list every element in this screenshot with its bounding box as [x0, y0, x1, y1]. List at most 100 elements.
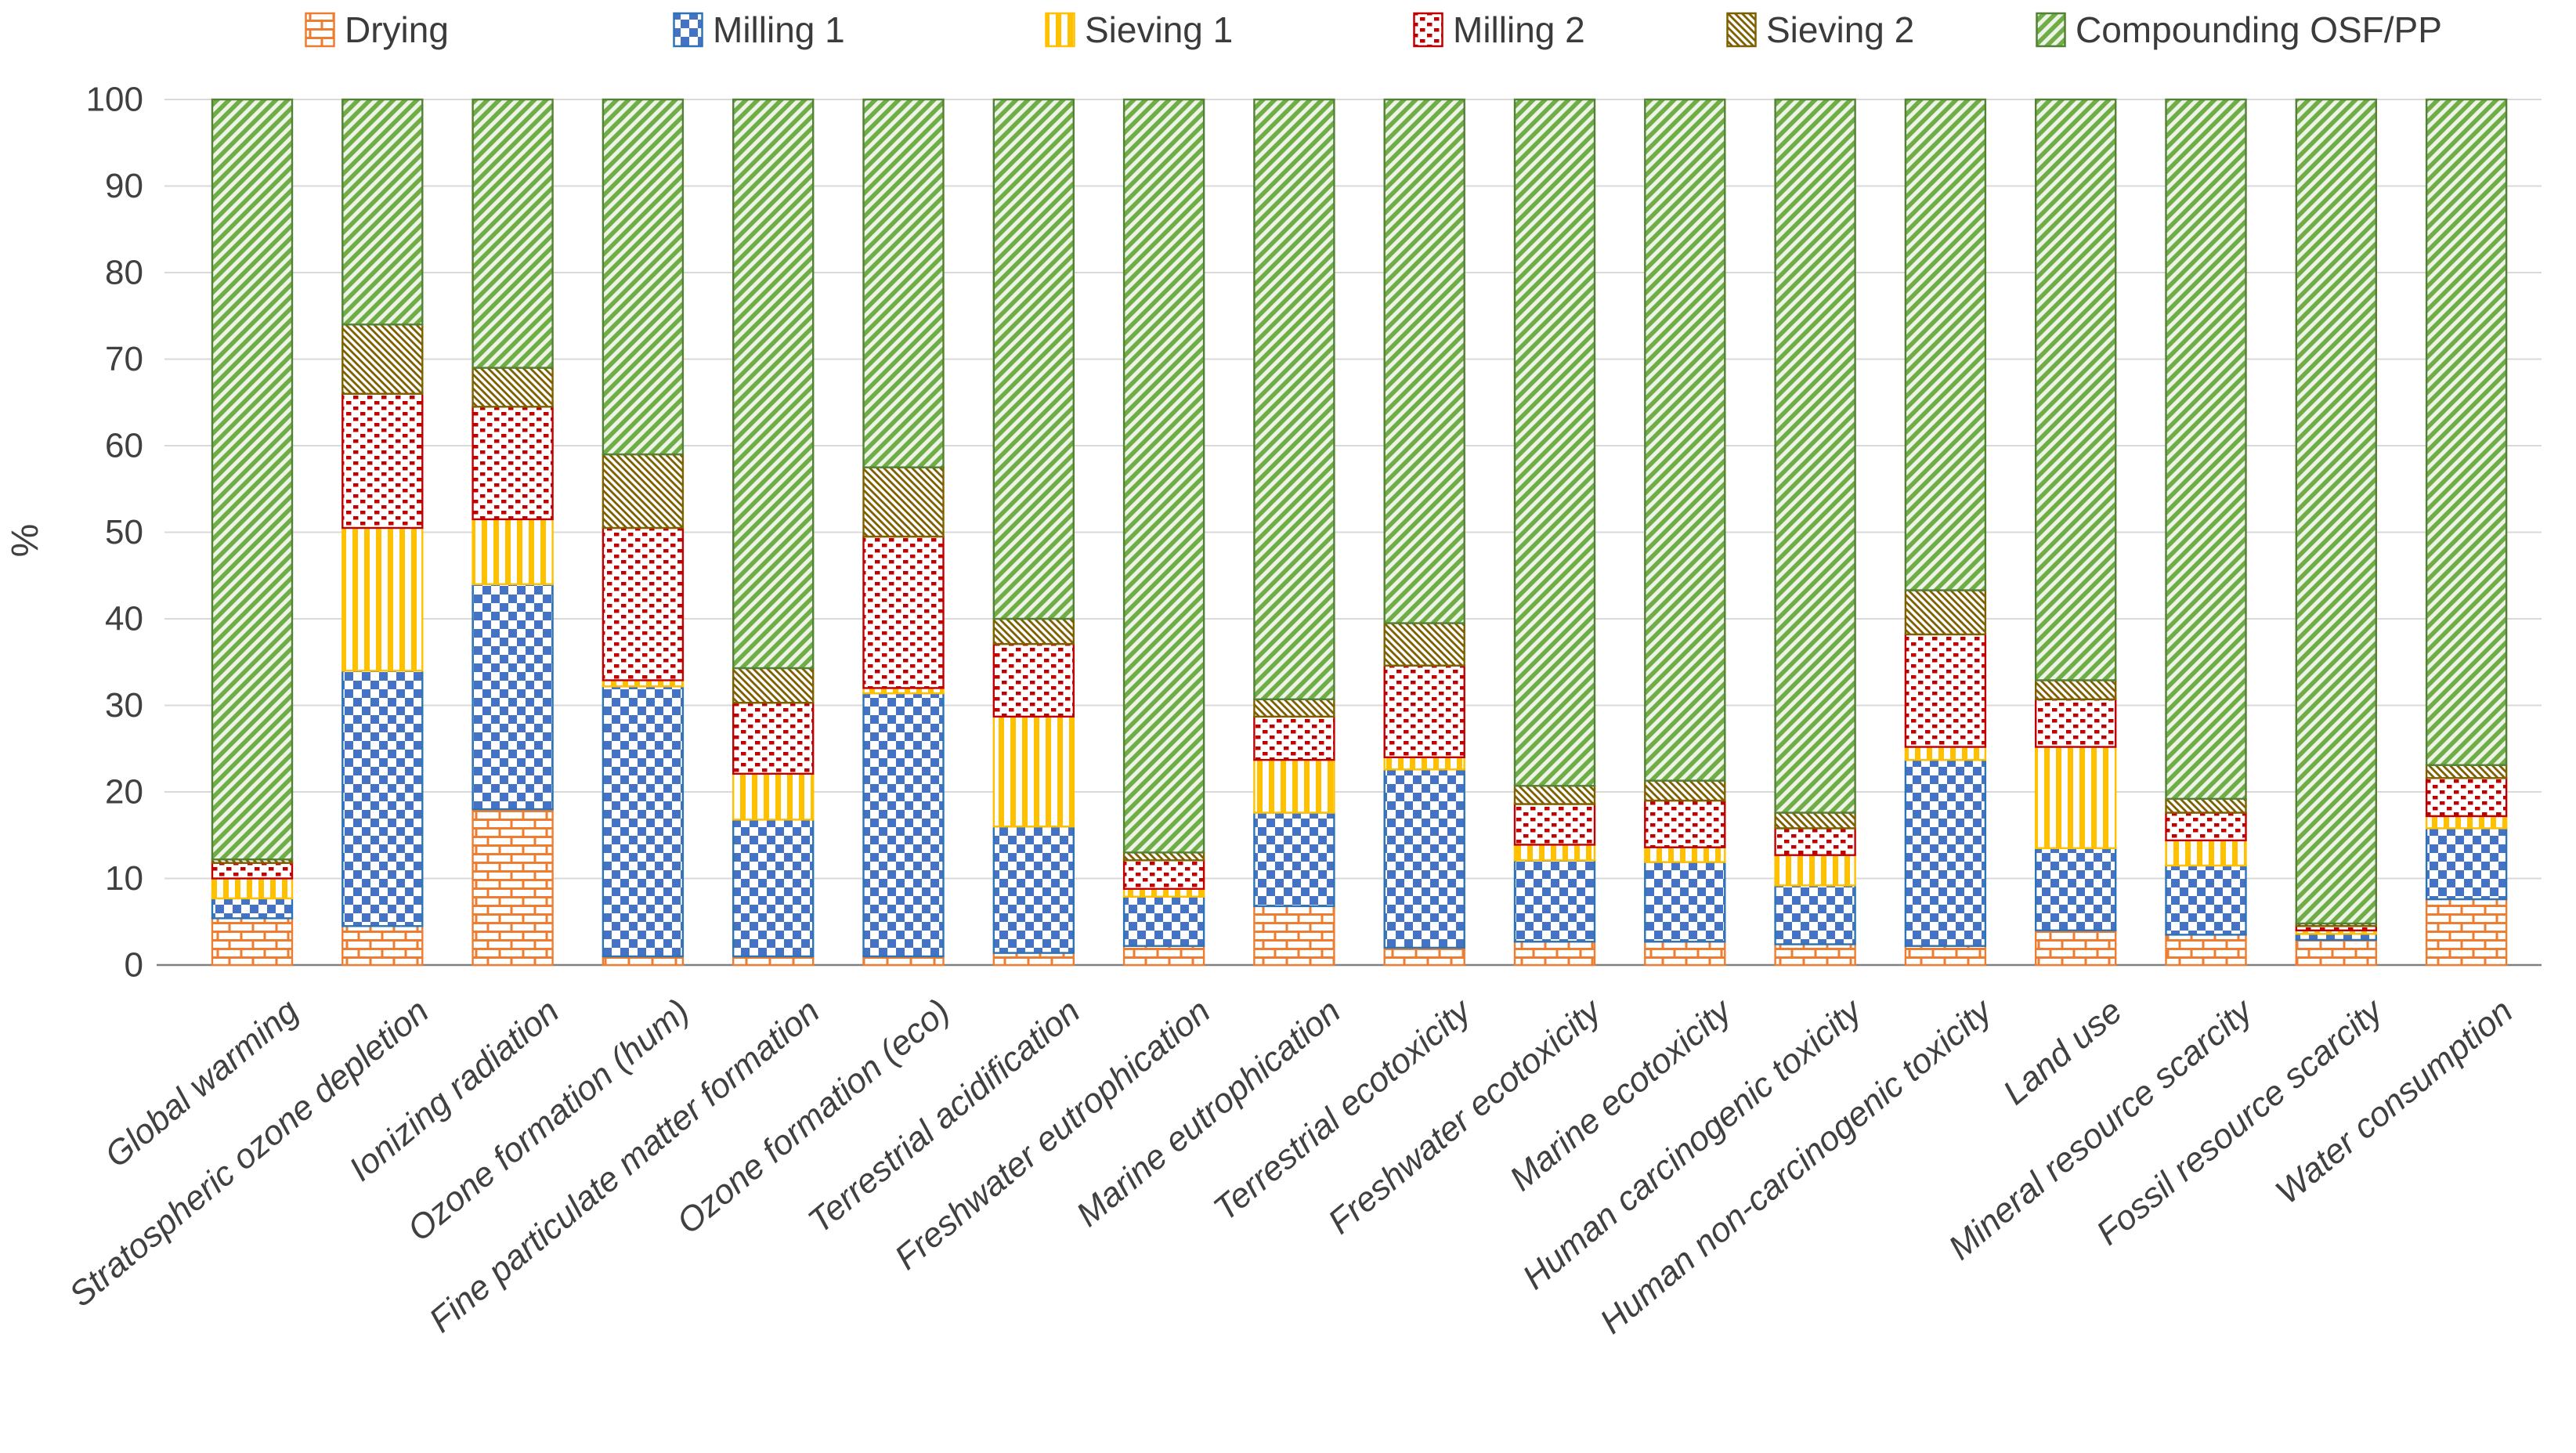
bar-stratospheric-ozone-depletion: [341, 98, 424, 967]
segment-compounding-osf-pp: [1513, 98, 1596, 787]
segment-milling-2: [992, 642, 1075, 718]
y-tick-label-10: 10: [105, 859, 143, 898]
legend-swatch-rect: [673, 12, 703, 48]
legend-item-milling-2: Milling 2: [1412, 5, 1585, 55]
segment-sieving-2: [992, 617, 1075, 645]
segment-milling-2: [1253, 715, 1335, 761]
legend-label: Sieving 1: [1085, 9, 1234, 50]
legend-swatch-rect: [1413, 12, 1443, 48]
y-tick-label-0: 0: [125, 946, 143, 985]
segment-milling-2: [732, 701, 815, 775]
segment-milling-1: [602, 685, 685, 958]
segment-drying: [1253, 905, 1335, 967]
x-label-water-consumption: Water consumption: [2268, 992, 2520, 1212]
bar-marine-ecotoxicity: [1644, 98, 1726, 967]
segment-sieving-1: [2165, 839, 2247, 867]
legend-label: Compounding OSF/PP: [2076, 9, 2442, 50]
segment-sieving-1: [1122, 887, 1205, 898]
legend-swatch-diagback-icon: [1726, 12, 1757, 48]
segment-drying: [211, 917, 294, 967]
segment-milling-2: [2165, 811, 2247, 842]
segment-milling-2: [1904, 633, 1987, 748]
segment-drying: [2295, 938, 2378, 967]
legend-item-sieving-2: Sieving 2: [1725, 5, 1914, 55]
segment-drying: [2165, 934, 2247, 967]
y-tick-label-80: 80: [105, 254, 143, 292]
segment-drying: [471, 808, 554, 967]
y-tick-label-40: 40: [105, 600, 143, 638]
segment-sieving-1: [1774, 854, 1856, 887]
segment-milling-2: [1383, 664, 1465, 758]
segment-milling-1: [1122, 895, 1205, 947]
segment-drying: [1774, 943, 1856, 967]
bar-water-consumption: [2425, 98, 2508, 967]
segment-compounding-osf-pp: [2034, 98, 2117, 681]
segment-drying: [1122, 945, 1205, 967]
segment-milling-2: [1644, 799, 1726, 848]
segment-drying: [2425, 898, 2508, 967]
y-axis-tick-labels: 0 10 20 30 40 50 60 70 80 90 100: [86, 81, 143, 985]
segment-milling-1: [341, 670, 424, 927]
segment-drying: [1383, 946, 1465, 967]
segment-compounding-osf-pp: [2165, 98, 2247, 801]
segment-sieving-2: [732, 667, 815, 704]
segment-milling-1: [2034, 847, 2117, 931]
segment-sieving-1: [471, 518, 554, 585]
segment-sieving-1: [341, 526, 424, 672]
bar-fine-particulate-matter-formation: [732, 98, 815, 967]
segment-compounding-osf-pp: [1904, 98, 1987, 591]
bar-human-non-carcinogenic-toxicity: [1904, 98, 1987, 967]
bar-freshwater-ecotoxicity: [1513, 98, 1596, 967]
legend-swatch-rect: [1726, 12, 1757, 48]
legend-swatch-dashes-icon: [1413, 12, 1443, 48]
legend-swatch-rect: [2036, 12, 2066, 48]
segment-compounding-osf-pp: [211, 98, 294, 861]
segment-sieving-1: [2034, 746, 2117, 850]
segment-drying: [992, 952, 1075, 967]
segment-sieving-2: [1904, 589, 1987, 636]
segment-compounding-osf-pp: [602, 98, 685, 456]
segment-sieving-1: [1644, 846, 1726, 863]
y-tick-label-70: 70: [105, 340, 143, 378]
segment-compounding-osf-pp: [1644, 98, 1726, 782]
segment-compounding-osf-pp: [1122, 98, 1205, 854]
segment-milling-2: [1774, 827, 1856, 856]
segment-milling-2: [2425, 777, 2508, 818]
segment-compounding-osf-pp: [992, 98, 1075, 620]
segment-sieving-1: [1904, 746, 1987, 761]
bar-freshwater-eutrophication: [1122, 98, 1205, 967]
segment-drying: [862, 955, 945, 967]
segment-sieving-1: [2425, 815, 2508, 830]
y-tick-label-100: 100: [86, 81, 143, 119]
legend-label: Sieving 2: [1766, 9, 1915, 50]
segment-sieving-2: [1644, 779, 1726, 802]
segment-sieving-2: [602, 453, 685, 530]
segment-sieving-1: [1513, 844, 1596, 862]
segment-milling-1: [1904, 758, 1987, 947]
segment-sieving-2: [1253, 698, 1335, 718]
segment-milling-2: [862, 535, 945, 689]
bar-marine-eutrophication: [1253, 98, 1335, 967]
legend-label: Milling 1: [713, 9, 845, 50]
legend-item-compounding-osf-pp: Compounding OSF/PP: [2035, 5, 2442, 55]
segment-sieving-2: [1774, 811, 1856, 830]
segment-sieving-1: [732, 772, 815, 821]
segment-compounding-osf-pp: [1383, 98, 1465, 624]
segment-sieving-2: [471, 367, 554, 408]
segment-milling-1: [211, 897, 294, 920]
legend-label: Drying: [345, 9, 449, 50]
segment-sieving-2: [1513, 785, 1596, 805]
segment-milling-2: [602, 526, 685, 681]
y-tick-label-30: 30: [105, 686, 143, 725]
segment-sieving-1: [211, 877, 294, 900]
legend-item-drying: Drying: [304, 5, 449, 55]
legend-swatch-checker-icon: [673, 12, 703, 48]
segment-milling-2: [2034, 698, 2117, 748]
segment-sieving-1: [1253, 758, 1335, 814]
bar-human-carcinogenic-toxicity: [1774, 98, 1856, 967]
y-tick-label-90: 90: [105, 167, 143, 205]
x-label-land-use: Land use: [1996, 992, 2129, 1112]
bar-ozone-formation-hum: [602, 98, 685, 967]
segment-milling-1: [1253, 811, 1335, 908]
